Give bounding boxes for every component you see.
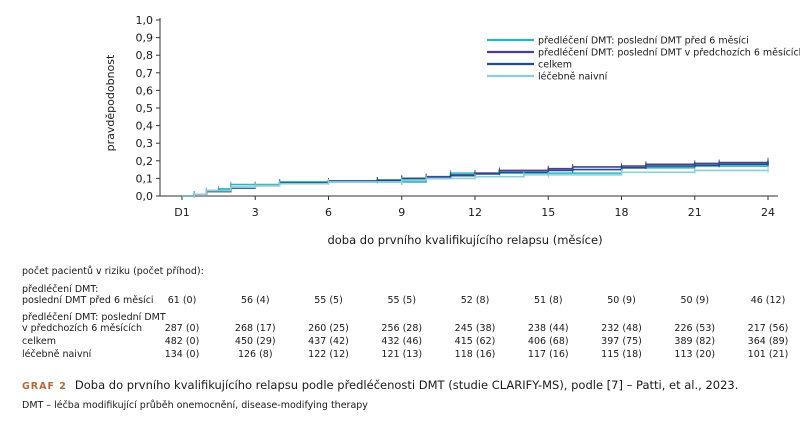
survival-chart: 0,0 0,1 0,2 0,3 0,4 0,5 0,6 0,7 0,8 0,9 1,0 D1 3 6 9 12… (104, 14, 800, 247)
risk-cell: 260 (25) (308, 323, 349, 334)
risk-cell: 238 (44) (527, 323, 569, 334)
risk-cell: 56 (4) (240, 295, 270, 306)
y-tick-label: 0,3 (136, 137, 154, 150)
legend-label-3: celkem (538, 60, 572, 71)
risk-cell: 51 (8) (533, 295, 563, 306)
x-tick-label: 24 (761, 206, 775, 219)
risk-row-label: v předchozích 6 měsících (22, 323, 143, 334)
risk-cell: 121 (13) (381, 349, 423, 360)
risk-row-label: předléčení DMT: (22, 284, 99, 295)
x-tick-label: 15 (541, 206, 555, 219)
risk-row-label: poslední DMT před 6 měsíci (22, 295, 154, 306)
risk-cell: 364 (89) (747, 336, 789, 347)
risk-row-label: předléčení DMT: poslední DMT (22, 312, 166, 323)
risk-cell: 117 (16) (527, 349, 569, 360)
x-tick-label: 6 (325, 206, 332, 219)
risk-cell: 256 (28) (381, 323, 423, 334)
risk-row-label: léčebně naivní (22, 349, 92, 360)
y-tick-label: 1,0 (136, 14, 154, 27)
risk-cell: 115 (18) (601, 349, 642, 360)
risk-cell: 52 (8) (460, 295, 490, 306)
risk-cell: 415 (62) (454, 336, 496, 347)
legend-label-4: léčebně naivní (538, 72, 608, 83)
risk-cell: 55 (5) (314, 295, 343, 306)
x-axis-label: doba do prvního kvalifikujícího relapsu … (327, 233, 602, 247)
risk-cell: 113 (20) (674, 349, 716, 360)
y-tick-label: 0,4 (136, 120, 154, 133)
risk-cell: 126 (8) (237, 349, 273, 360)
figure-caption-text: Doba do prvního kvalifikujícího relapsu … (74, 378, 739, 392)
risk-cell: 101 (21) (747, 349, 789, 360)
series-line-1 (182, 163, 769, 197)
x-tick-label: 18 (615, 206, 629, 219)
risk-cell: 450 (29) (234, 336, 276, 347)
chart-axes: 0,0 0,1 0,2 0,3 0,4 0,5 0,6 0,7 0,8 0,9 1,0 D1 3 6 9 12… (136, 14, 778, 219)
x-tick-label: 3 (252, 206, 259, 219)
y-tick-label: 0,8 (136, 49, 154, 62)
figure-caption: GRAF 2 Doba do prvního kvalifikujícího re… (22, 378, 738, 392)
risk-cell: 397 (75) (601, 336, 642, 347)
legend-label-1: předléčení DMT: poslední DMT před 6 měsí… (538, 36, 749, 47)
y-tick-label: 0,2 (136, 155, 154, 168)
risk-cell: 482 (0) (164, 336, 200, 347)
risk-cell: 217 (56) (747, 323, 789, 334)
risk-cell: 287 (0) (164, 323, 200, 334)
risk-cell: 389 (82) (674, 336, 716, 347)
risk-cell: 46 (12) (750, 295, 786, 306)
risk-cell: 232 (48) (601, 323, 642, 334)
risk-cell: 61 (0) (167, 295, 197, 306)
x-tick-label: 21 (688, 206, 702, 219)
risk-cell: 226 (53) (674, 323, 716, 334)
risk-cell: 437 (42) (308, 336, 349, 347)
y-tick-label: 0,0 (136, 190, 154, 203)
risk-cell: 122 (12) (308, 349, 349, 360)
risk-cell: 432 (46) (381, 336, 423, 347)
risk-cell: 406 (68) (527, 336, 569, 347)
figure-footnote: DMT – léčba modifikující průběh onemocně… (22, 400, 368, 411)
y-tick-label: 0,5 (136, 102, 154, 115)
risk-cell: 118 (16) (454, 349, 496, 360)
risk-cell: 50 (9) (680, 295, 710, 306)
chart-legend: předléčení DMT: poslední DMT před 6 měsí… (487, 36, 800, 83)
x-tick-label: D1 (174, 206, 189, 219)
risk-cell: 55 (5) (387, 295, 417, 306)
risk-cell: 245 (38) (454, 323, 496, 334)
risk-table-header: počet pacientů v riziku (počet příhod): (22, 266, 204, 277)
risk-cell: 134 (0) (164, 349, 200, 360)
y-tick-label: 0,6 (136, 84, 154, 97)
chart-series (182, 157, 769, 198)
figure-tag: GRAF 2 (22, 381, 67, 392)
risk-row-label: celkem (22, 336, 56, 347)
x-tick-label: 9 (398, 206, 405, 219)
legend-label-2: předléčení DMT: poslední DMT v předchozí… (538, 48, 800, 59)
risk-cell: 268 (17) (234, 323, 276, 334)
y-axis-label: pravděpodobnost (104, 54, 117, 151)
x-tick-label: 12 (468, 206, 482, 219)
y-tick-label: 0,9 (136, 32, 154, 45)
y-tick-label: 0,7 (136, 67, 154, 80)
y-tick-label: 0,1 (136, 172, 154, 185)
risk-cell: 50 (9) (607, 295, 636, 306)
